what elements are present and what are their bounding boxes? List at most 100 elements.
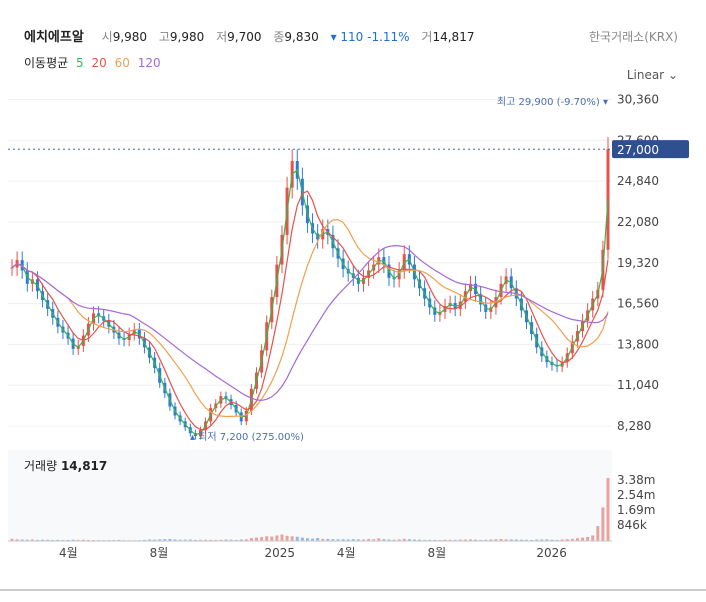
volume-bar: [402, 538, 406, 541]
volume-bar: [367, 538, 371, 541]
volume-bar: [463, 539, 467, 541]
volume-bar: [372, 539, 376, 541]
candle: [606, 149, 610, 250]
volume-bar: [158, 539, 162, 541]
volume-bar: [305, 538, 309, 541]
volume-bar: [290, 536, 294, 541]
volume-bar: [407, 539, 411, 541]
volume-bar: [321, 538, 325, 541]
volume-bar: [300, 537, 304, 541]
volume-bar: [586, 536, 590, 541]
volume-bar: [326, 538, 330, 541]
volume-bar: [15, 539, 19, 541]
volume-bar: [30, 539, 34, 541]
volume-bar: [336, 539, 340, 541]
volume-bar: [443, 539, 447, 541]
ma-legend[interactable]: 이동평균 5 20 60 120: [24, 54, 165, 71]
volume-bar: [183, 539, 187, 541]
volume-bar: [219, 539, 223, 541]
volume-bar: [479, 539, 483, 541]
volume-tick-label: 846k: [617, 518, 647, 532]
volume-bar: [204, 539, 208, 541]
open-label: 시: [101, 30, 113, 44]
low-value: 9,700: [227, 30, 262, 44]
volume-value: 14,817: [432, 30, 475, 44]
y-tick-label: 24,840: [617, 174, 659, 188]
volume-bar: [356, 539, 360, 541]
high-value: 9,980: [169, 30, 205, 44]
volume-bar: [86, 539, 90, 541]
y-tick-label: 22,080: [617, 215, 659, 229]
ma-line-60: [11, 218, 609, 418]
x-tick-label: 2025: [265, 546, 296, 560]
high-annotation: 최고 29,900 (-9.70%) ▾: [497, 96, 608, 108]
volume-bar: [229, 539, 233, 541]
volume-bar: [382, 539, 386, 541]
candle: [10, 267, 14, 269]
change-value: ▾ 110 -1.11%: [330, 30, 410, 44]
volume-bar: [489, 539, 493, 541]
volume-bar: [458, 539, 462, 541]
volume-bar: [570, 538, 574, 541]
ma-60: 60: [114, 56, 130, 70]
ma-120: 120: [137, 56, 161, 70]
volume-bar: [224, 539, 228, 541]
volume-bar: [428, 539, 432, 541]
volume-bar: [474, 539, 478, 541]
volume-bar: [387, 539, 391, 541]
ma-line-5: [11, 168, 609, 436]
volume-bar: [20, 539, 24, 541]
volume-tick-label: 3.38m: [617, 473, 655, 487]
volume-bar: [56, 539, 60, 541]
y-tick-label: 13,800: [617, 337, 659, 351]
volume-bar: [280, 534, 284, 541]
volume-bar: [331, 539, 335, 541]
open-value: 9,980: [112, 30, 148, 44]
x-tick-label: 8월: [427, 546, 446, 560]
volume-bar: [448, 539, 452, 541]
volume-bar: [239, 539, 243, 541]
volume-bar: [46, 539, 50, 541]
chevron-down-icon: ⌄: [667, 68, 678, 82]
volume-bar: [346, 539, 350, 541]
volume-bar: [535, 539, 539, 541]
volume-bar: [311, 538, 315, 541]
x-tick-label: 8월: [150, 546, 169, 560]
volume-bar: [255, 537, 259, 541]
volume-bar: [35, 539, 39, 541]
volume-bar: [423, 539, 427, 541]
volume-bar: [565, 539, 569, 541]
volume-bar: [198, 539, 202, 541]
volume-bar: [596, 526, 600, 541]
volume-bar: [468, 539, 472, 541]
scale-toggle[interactable]: Linear ⌄: [626, 68, 678, 82]
volume-bar: [601, 507, 605, 541]
volume-bar: [397, 539, 401, 541]
close-value: 9,830: [284, 30, 319, 44]
current-price-label: 27,000: [617, 143, 659, 157]
volume-bar: [504, 539, 508, 541]
volume-bar: [265, 536, 269, 541]
volume-bar: [188, 539, 192, 541]
volume-bar: [260, 537, 264, 541]
volume-bar: [193, 539, 197, 541]
ma-20: 20: [91, 56, 107, 70]
volume-tick-label: 2.54m: [617, 488, 655, 502]
y-tick-label: 30,360: [617, 92, 659, 106]
volume-panel-label: 거래량 14,817: [24, 459, 108, 473]
volume-bar: [361, 539, 365, 541]
high-label: 고: [158, 30, 170, 44]
close-label: 종: [273, 30, 285, 44]
y-tick-label: 16,560: [617, 297, 659, 311]
volume-bar: [392, 539, 396, 541]
volume-bar: [524, 539, 528, 541]
volume-bar: [418, 539, 422, 541]
ma-legend-label: 이동평균: [24, 56, 69, 70]
volume-bar: [41, 539, 45, 541]
volume-bar: [178, 539, 182, 541]
volume-bar: [509, 539, 513, 541]
volume-bar: [591, 535, 595, 541]
volume-bar: [550, 539, 554, 541]
volume-bar: [560, 539, 564, 541]
